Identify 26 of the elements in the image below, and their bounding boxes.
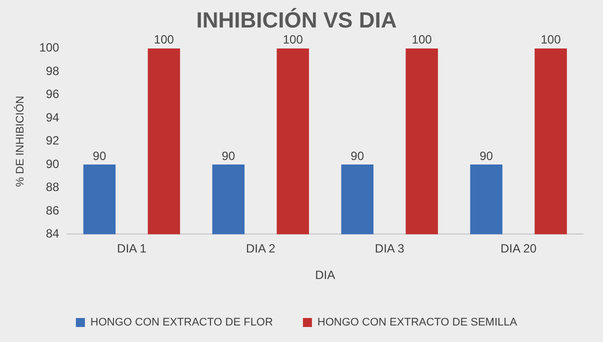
x-tick-label: DIA 2: [246, 242, 276, 256]
data-label: 100: [282, 32, 304, 47]
data-label: 90: [222, 148, 236, 163]
y-tick-label: 94: [46, 110, 60, 124]
data-label: 100: [154, 32, 174, 47]
x-tick-label: DIA 3: [374, 242, 405, 256]
y-tick-label: 98: [46, 64, 60, 78]
legend-label: HONGO CON EXTRACTO DE FLOR: [90, 316, 273, 329]
x-axis-title: DIA: [315, 268, 336, 282]
y-tick-label: 92: [46, 134, 60, 148]
y-tick-label: 100: [39, 40, 60, 55]
data-label: 100: [412, 32, 432, 47]
x-tick-label: DIA 1: [117, 242, 147, 256]
data-label: 90: [480, 148, 494, 163]
data-label: 90: [92, 148, 106, 163]
y-tick-label: 84: [46, 226, 60, 241]
x-tick-label: DIA 20: [500, 242, 537, 256]
y-tick-label: 90: [46, 156, 60, 171]
chart-title: INHIBICIÓN VS DIA: [196, 7, 397, 32]
data-label: 90: [350, 148, 364, 163]
y-tick-label: 86: [46, 203, 60, 218]
y-tick-label: 88: [46, 180, 60, 194]
legend-label: HONGO CON EXTRACTO DE SEMILLA: [317, 316, 518, 329]
y-tick-label: 96: [46, 87, 60, 102]
y-axis-title: % DE INHIBICIÓN: [14, 96, 27, 187]
data-label: 100: [540, 32, 562, 47]
